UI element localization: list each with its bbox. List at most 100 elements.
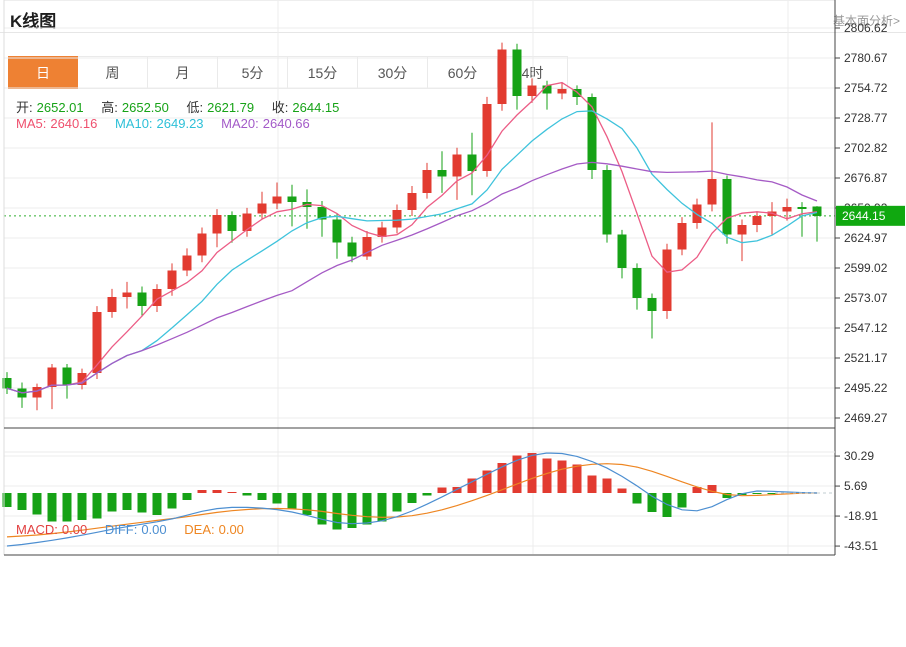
macd-hist-bar bbox=[302, 493, 312, 515]
candle-body bbox=[407, 192, 417, 211]
high-label: 高: bbox=[101, 100, 118, 115]
dea-label: DEA: bbox=[184, 522, 215, 537]
diff-line bbox=[6, 452, 818, 547]
candle-body bbox=[497, 49, 507, 104]
ma5-label: MA5: bbox=[16, 116, 47, 131]
tab-period-5[interactable]: 30分 bbox=[358, 56, 428, 89]
candle-body bbox=[437, 169, 447, 177]
axis-label: 2573.07 bbox=[844, 291, 888, 305]
tab-period-6[interactable]: 60分 bbox=[428, 56, 498, 89]
macd-hist-bar bbox=[752, 493, 762, 495]
candle-body bbox=[107, 296, 117, 312]
candle-body bbox=[272, 196, 282, 204]
kline-chart-canvas[interactable]: 2806.62 2780.67 2754.72 2728.77 2702.82 2676.… bbox=[0, 0, 906, 557]
axis-label: 2806.62 bbox=[844, 21, 888, 35]
close-value: 2644.15 bbox=[292, 100, 340, 115]
axis-label: -18.91 bbox=[844, 509, 878, 523]
candle-body bbox=[557, 88, 567, 94]
axis-label: 30.29 bbox=[844, 449, 874, 463]
macd-hist-bar bbox=[617, 488, 627, 493]
candle-body bbox=[797, 206, 807, 210]
candle-body bbox=[287, 196, 297, 203]
macd-hist-bar bbox=[767, 493, 777, 495]
macd-hist-bar bbox=[557, 460, 567, 493]
macd-hist-bar bbox=[137, 493, 147, 513]
ma10-label: MA10: bbox=[114, 116, 153, 131]
axis-label: 2547.12 bbox=[844, 321, 888, 335]
candle-body bbox=[362, 236, 372, 257]
macd-hist-bar bbox=[92, 493, 102, 519]
macd-hist-bar bbox=[287, 493, 297, 509]
candle-body bbox=[227, 214, 237, 232]
macd-hist-bar bbox=[542, 458, 552, 493]
macd-hist-bar bbox=[452, 487, 462, 493]
tab-period-0[interactable]: 日 bbox=[8, 56, 78, 89]
candle-body bbox=[47, 367, 57, 388]
candle-body bbox=[62, 367, 72, 385]
macd-hist-bar bbox=[332, 493, 342, 530]
page-title: K线图 bbox=[10, 12, 57, 31]
candle-body bbox=[722, 179, 732, 235]
candle-body bbox=[812, 206, 822, 216]
axis-label: 2495.22 bbox=[844, 381, 888, 395]
candle-body bbox=[707, 179, 717, 205]
ma20-label: MA20: bbox=[221, 116, 259, 131]
candle-body bbox=[122, 292, 132, 297]
macd-hist-bar bbox=[17, 493, 27, 511]
macd-hist-bar bbox=[32, 493, 42, 515]
ohlc-readout: 开: 2652.01 高: 2652.50 低: 2621.79 收: 2644.15 bbox=[16, 97, 343, 116]
macd-hist-bar bbox=[182, 493, 192, 500]
candle-body bbox=[512, 49, 522, 96]
candle-body bbox=[677, 222, 687, 250]
macd-hist-bar bbox=[197, 489, 207, 493]
macd-hist-bar bbox=[107, 493, 117, 512]
macd-hist-bar bbox=[212, 489, 222, 493]
candle-body bbox=[422, 169, 432, 193]
ma10-value: 2649.23 bbox=[156, 116, 204, 131]
macd-hist-bar bbox=[392, 493, 402, 512]
candle-body bbox=[32, 387, 42, 398]
ma20-line bbox=[6, 161, 818, 394]
axis-label: -43.51 bbox=[844, 539, 878, 553]
fundamental-analysis-link[interactable]: 基本面分析> bbox=[832, 14, 900, 28]
current-price-badge-text: 2644.15 bbox=[842, 209, 886, 223]
macd-hist-bar bbox=[722, 493, 732, 498]
macd-hist-bar bbox=[467, 478, 477, 493]
diff-value: 0.00 bbox=[141, 522, 167, 537]
axis-label: 2521.17 bbox=[844, 351, 888, 365]
candle-body bbox=[662, 249, 672, 311]
candle-body bbox=[737, 225, 747, 235]
macd-hist-bar bbox=[377, 493, 387, 522]
open-label: 开: bbox=[16, 100, 33, 115]
macd-hist-bar bbox=[47, 493, 57, 522]
macd-hist-bar bbox=[242, 493, 252, 496]
candle-body bbox=[137, 292, 147, 307]
macd-hist-bar bbox=[437, 487, 447, 493]
macd-label: MACD: bbox=[16, 522, 58, 537]
macd-hist-bar bbox=[422, 493, 432, 496]
ma20-value: 2640.66 bbox=[262, 116, 310, 131]
candle-body bbox=[377, 227, 387, 237]
macd-hist-bar bbox=[707, 485, 717, 493]
candle-body bbox=[617, 234, 627, 269]
candle-body bbox=[212, 214, 222, 234]
macd-hist-bar bbox=[347, 493, 357, 528]
candle-body bbox=[2, 377, 12, 389]
macd-hist-bar bbox=[632, 493, 642, 504]
candle-body bbox=[392, 210, 402, 228]
low-value: 2621.79 bbox=[207, 100, 255, 115]
tab-period-3[interactable]: 5分 bbox=[218, 56, 288, 89]
candle-body bbox=[527, 85, 537, 96]
candle-body bbox=[632, 268, 642, 299]
candle-body bbox=[182, 255, 192, 271]
candle-body bbox=[647, 298, 657, 311]
macd-hist-bar bbox=[272, 493, 282, 504]
tab-period-2[interactable]: 月 bbox=[148, 56, 218, 89]
macd-hist-bar bbox=[587, 475, 597, 493]
ma5-value: 2640.16 bbox=[50, 116, 98, 131]
diff-label: DIFF: bbox=[104, 522, 138, 537]
candle-body bbox=[257, 203, 267, 214]
candle-body bbox=[77, 373, 87, 385]
candle-body bbox=[542, 85, 552, 94]
